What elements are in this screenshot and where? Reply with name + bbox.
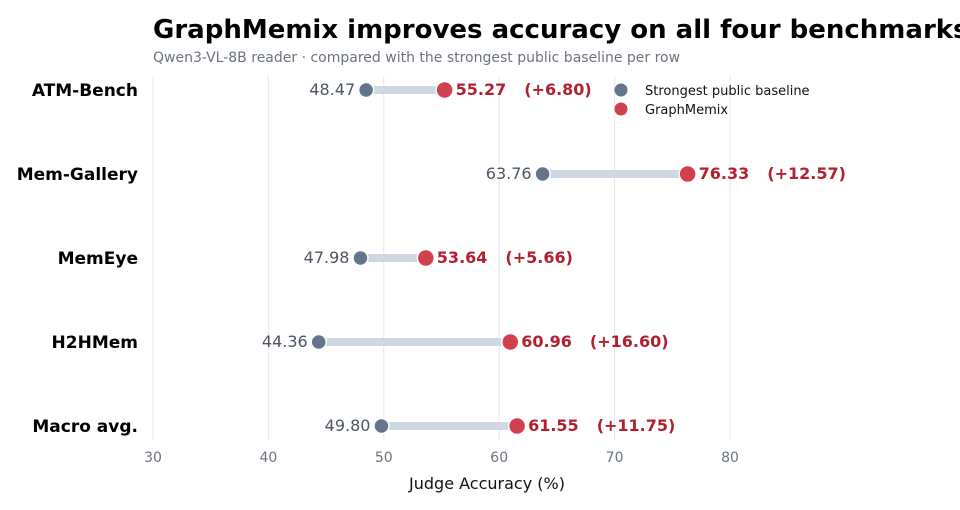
chart-row: Mem-Gallery 63.76 76.33 (+12.57) — [17, 164, 846, 185]
improvement-label: (+16.60) — [590, 332, 669, 351]
baseline-value-label: 48.47 — [309, 80, 355, 99]
chart-row: H2HMem 44.36 60.96 (+16.60) — [52, 332, 669, 353]
category-label: Mem-Gallery — [17, 165, 138, 185]
x-tick-label: 30 — [144, 450, 162, 466]
x-tick-label: 70 — [606, 450, 624, 466]
legend-label-graphmemix: GraphMemix — [645, 103, 728, 118]
improvement-label: (+11.75) — [597, 416, 676, 435]
legend-marker-graphmemix — [614, 102, 628, 116]
graphmemix-value: 55.27 — [456, 80, 507, 99]
chart-row: MemEye 47.98 53.64 (+5.66) — [58, 248, 573, 269]
improvement-label: (+5.66) — [505, 248, 573, 267]
graphmemix-value: 61.55 — [528, 416, 579, 435]
baseline-point — [352, 249, 369, 267]
baseline-point — [373, 417, 390, 435]
graphmemix-point — [678, 164, 697, 184]
baseline-point — [310, 333, 327, 351]
improvement-label: (+12.57) — [767, 164, 846, 183]
graphmemix-value-label: 60.96 (+16.60) — [521, 332, 668, 351]
baseline-point — [534, 165, 551, 183]
improvement-label: (+6.80) — [524, 80, 592, 99]
category-label: MemEye — [58, 249, 138, 269]
graphmemix-value-label: 61.55 (+11.75) — [528, 416, 675, 435]
x-tick-label: 40 — [259, 450, 277, 466]
baseline-value-label: 63.76 — [486, 164, 532, 183]
graphmemix-value-label: 76.33 (+12.57) — [699, 164, 846, 183]
legend-marker-baseline — [614, 83, 628, 97]
baseline-value-label: 47.98 — [304, 248, 350, 267]
baseline-value-label: 49.80 — [325, 416, 371, 435]
graphmemix-point — [501, 332, 520, 352]
x-tick-label: 80 — [721, 450, 739, 466]
chart-title: GraphMemix improves accuracy on all four… — [153, 15, 960, 45]
graphmemix-value: 60.96 — [521, 332, 572, 351]
category-label: H2HMem — [52, 333, 138, 353]
legend-label-baseline: Strongest public baseline — [645, 84, 810, 99]
chart-subtitle: Qwen3-VL-8B reader · compared with the s… — [153, 50, 680, 66]
category-label: Macro avg. — [32, 417, 138, 437]
x-axis-ticks: 30 40 50 60 70 80 — [144, 450, 739, 466]
chart-rows: ATM-Bench 48.47 55.27 (+6.80) Mem-Gallery 63.… — [17, 80, 846, 437]
x-tick-label: 60 — [490, 450, 508, 466]
graphmemix-value: 53.64 — [437, 248, 488, 267]
baseline-value-label: 44.36 — [262, 332, 308, 351]
x-tick-label: 50 — [375, 450, 393, 466]
graphmemix-value-label: 55.27 (+6.80) — [456, 80, 592, 99]
graphmemix-point — [416, 248, 436, 268]
chart-row: Macro avg. 49.80 61.55 (+11.75) — [32, 416, 675, 437]
x-axis-label: Judge Accuracy (%) — [408, 474, 565, 493]
baseline-point — [357, 81, 375, 99]
graphmemix-value-label: 53.64 (+5.66) — [437, 248, 573, 267]
legend: Strongest public baseline GraphMemix — [614, 83, 810, 118]
category-label: ATM-Bench — [32, 81, 138, 101]
graphmemix-value: 76.33 — [699, 164, 750, 183]
graphmemix-point — [507, 416, 527, 436]
chart-row: ATM-Bench 48.47 55.27 (+6.80) — [32, 80, 592, 101]
graphmemix-point — [435, 80, 454, 100]
